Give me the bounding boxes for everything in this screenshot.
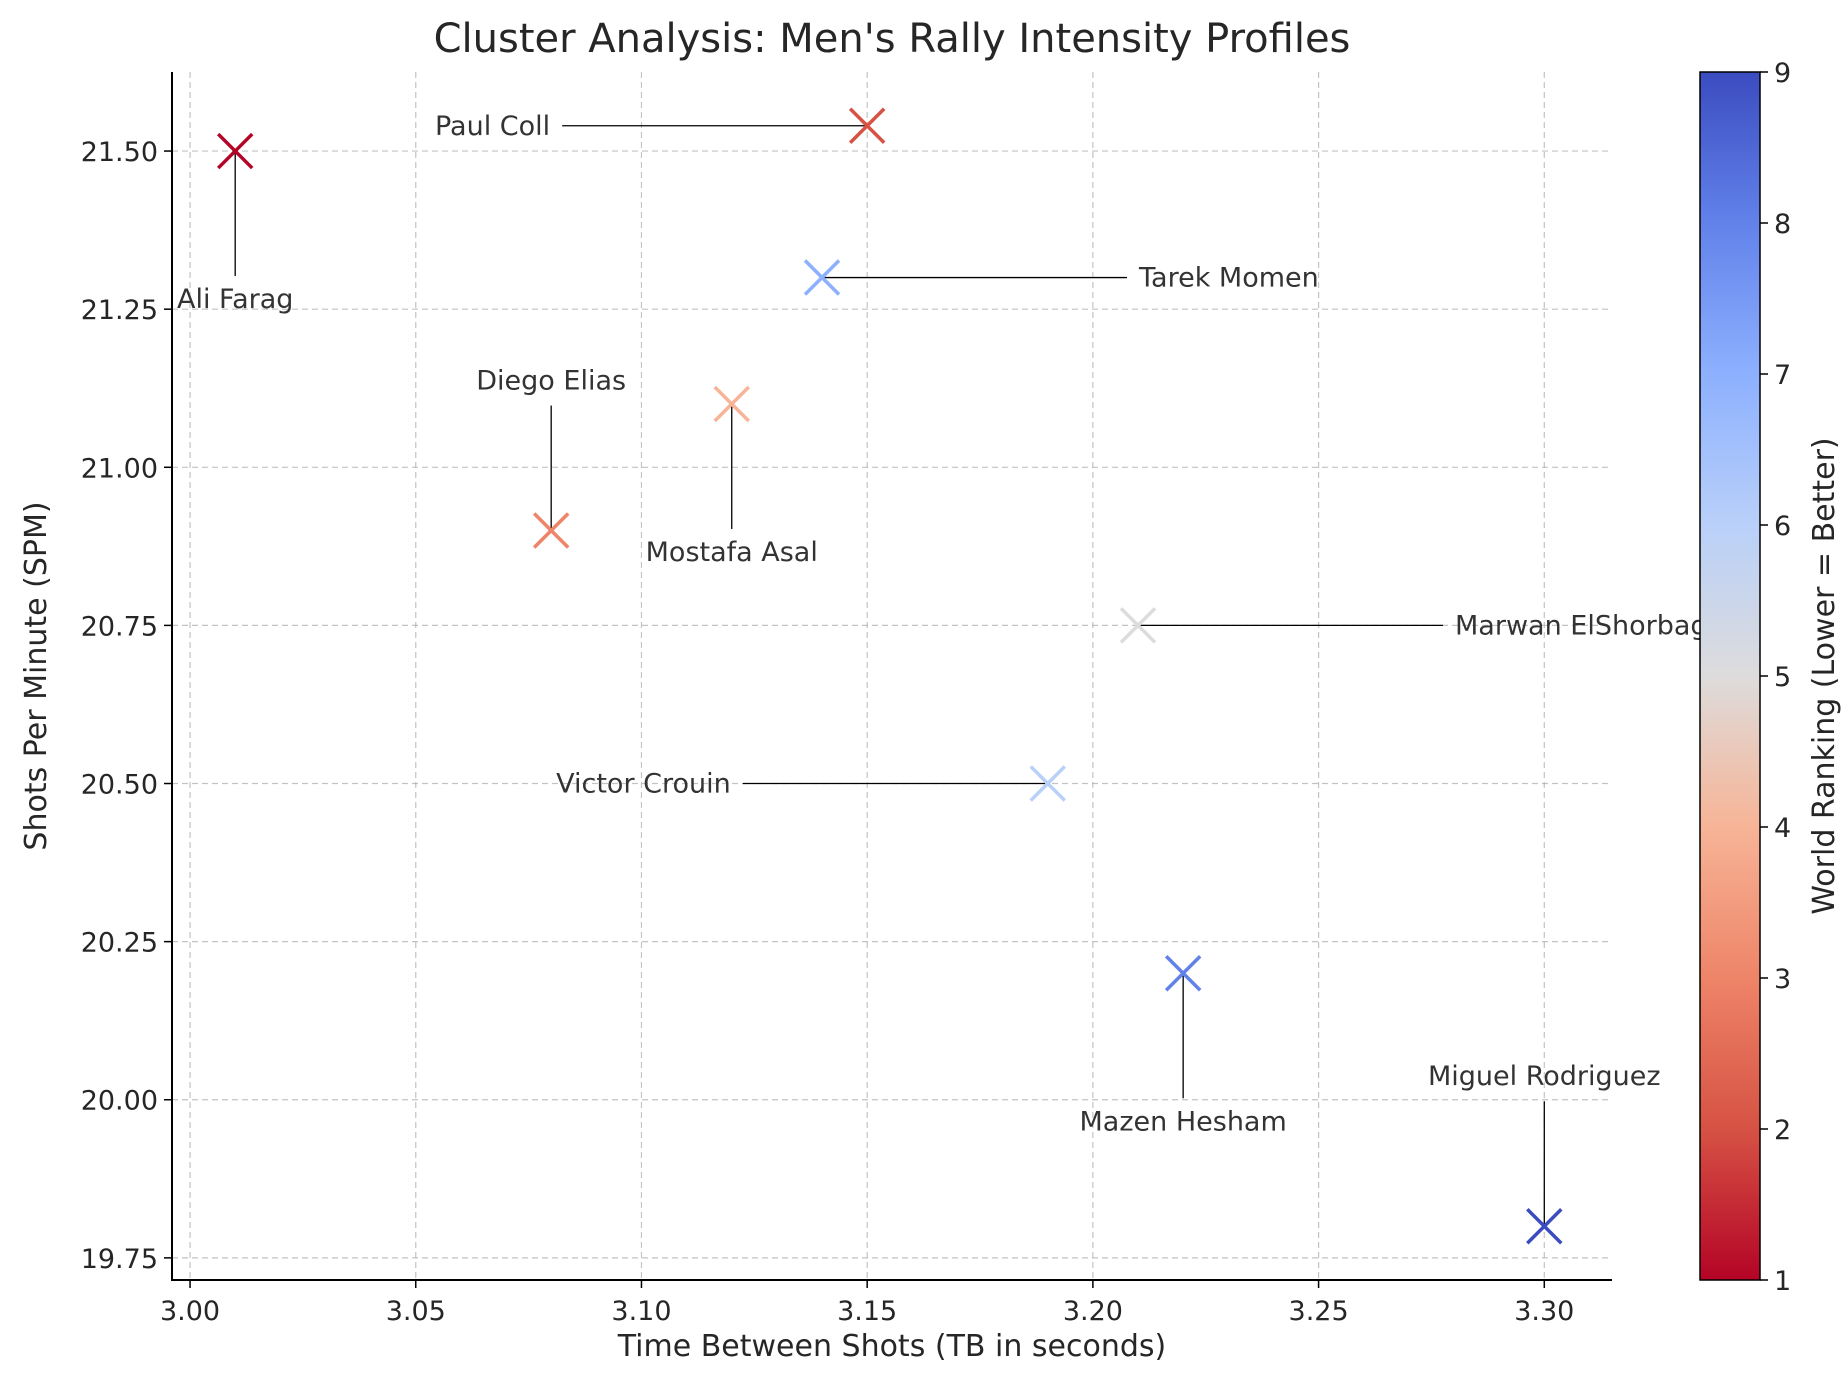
point-label: Victor Crouin	[556, 769, 731, 800]
point-label: Paul Coll	[435, 111, 550, 142]
x-tick-label: 3.10	[611, 1296, 671, 1327]
colorbar-gradient	[1699, 71, 1761, 1281]
marker-stroke	[1119, 607, 1157, 644]
point-label: Marwan ElShorbagy	[1455, 610, 1724, 641]
colorbar-ticks: 1 2 3 4 5 6 7 8 9	[1760, 58, 1791, 1297]
marker-stroke	[532, 512, 570, 549]
x-axis-ticks: 3.00 3.05 3.10 3.15 3.20 3.25 3.30	[160, 1280, 1574, 1327]
y-tick-label: 21.25	[81, 295, 158, 326]
chart-title: Cluster Analysis: Men's Rally Intensity …	[434, 16, 1351, 62]
x-tick-label: 3.15	[837, 1296, 897, 1327]
x-tick-label: 3.20	[1063, 1296, 1123, 1327]
data-point-marker	[1164, 955, 1202, 992]
axis-spines	[171, 72, 1612, 1281]
marker-stroke	[216, 132, 254, 170]
x-tick-label: 3.05	[386, 1296, 446, 1327]
colorbar-tick-label: 9	[1774, 58, 1791, 89]
marker-stroke	[713, 385, 750, 423]
data-point-marker	[1029, 765, 1066, 802]
data-point-marker	[713, 385, 750, 423]
colorbar-tick-label: 2	[1774, 1115, 1791, 1146]
marker-stroke	[803, 259, 841, 296]
x-tick-label: 3.25	[1289, 1296, 1349, 1327]
colorbar-label: World Ranking (Lower = Better)	[1807, 437, 1842, 914]
point-label: Mostafa Asal	[646, 537, 818, 568]
point-label: Miguel Rodriguez	[1428, 1061, 1661, 1092]
colorbar-tick-label: 5	[1774, 662, 1791, 693]
marker-stroke	[848, 107, 886, 144]
point-label: Tarek Momen	[1138, 263, 1319, 294]
data-point-marker	[216, 132, 254, 170]
point-label: Diego Elias	[476, 366, 626, 397]
colorbar-tick-label: 1	[1774, 1266, 1791, 1297]
y-tick-label: 21.50	[81, 137, 158, 168]
x-tick-label: 3.30	[1514, 1296, 1574, 1327]
y-tick-label: 21.00	[81, 453, 158, 484]
data-point-marker	[532, 512, 570, 549]
data-point-marker	[1526, 1208, 1563, 1245]
y-tick-label: 19.75	[81, 1244, 158, 1275]
colorbar-tick-label: 4	[1774, 813, 1791, 844]
y-axis-label: Shots Per Minute (SPM)	[19, 501, 54, 850]
colorbar-tick-label: 8	[1774, 209, 1791, 240]
colorbar: 1 2 3 4 5 6 7 8 9 World Ranking (Lower = Better)	[1699, 58, 1842, 1297]
point-label: Mazen Hesham	[1080, 1106, 1287, 1137]
data-point-marker	[848, 107, 886, 144]
y-tick-label: 20.00	[81, 1086, 158, 1117]
colorbar-tick-label: 3	[1774, 964, 1791, 995]
data-points	[216, 107, 1563, 1245]
data-point-marker	[1119, 607, 1157, 644]
x-tick-label: 3.00	[160, 1296, 220, 1327]
x-axis-label: Time Between Shots (TB in seconds)	[617, 1329, 1166, 1364]
grid-lines	[172, 72, 1612, 1280]
annotations: Ali Farag Paul Coll Diego Elias Mostafa Asa…	[177, 111, 1724, 1227]
point-label: Ali Farag	[177, 284, 293, 315]
data-point-marker	[803, 259, 841, 296]
y-tick-label: 20.50	[81, 770, 158, 801]
marker-stroke	[1164, 955, 1202, 992]
colorbar-tick-label: 7	[1774, 360, 1791, 391]
colorbar-tick-label: 6	[1774, 511, 1791, 542]
y-axis-ticks: 19.75 20.00 20.25 20.50 20.75 21.00 21.25 21.50	[81, 137, 172, 1275]
y-tick-label: 20.25	[81, 928, 158, 959]
marker-stroke	[1526, 1208, 1563, 1245]
y-tick-label: 20.75	[81, 611, 158, 642]
marker-stroke	[1029, 765, 1066, 802]
